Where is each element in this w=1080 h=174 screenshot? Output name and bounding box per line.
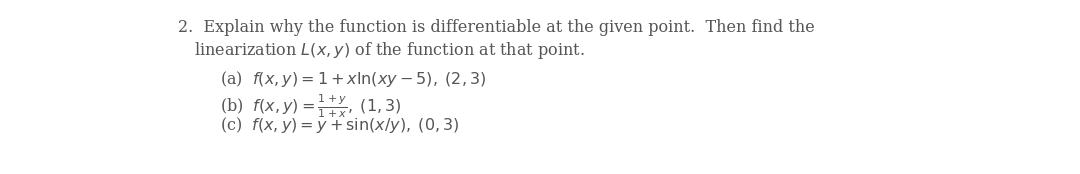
Text: (c)  $f(x, y) = y + \sin(x/y), \; (0, 3)$: (c) $f(x, y) = y + \sin(x/y), \; (0, 3)$	[220, 115, 460, 135]
Text: linearization $L(x, y)$ of the function at that point.: linearization $L(x, y)$ of the function …	[194, 40, 584, 61]
Text: (a)  $f(x, y) = 1 + x\ln(xy - 5), \; (2, 3)$: (a) $f(x, y) = 1 + x\ln(xy - 5), \; (2, …	[220, 69, 486, 89]
Text: 2.  Explain why the function is differentiable at the given point.  Then find th: 2. Explain why the function is different…	[178, 19, 814, 36]
Text: (b)  $f(x, y) = \frac{1+y}{1+x}, \; (1, 3)$: (b) $f(x, y) = \frac{1+y}{1+x}, \; (1, 3…	[220, 92, 402, 120]
